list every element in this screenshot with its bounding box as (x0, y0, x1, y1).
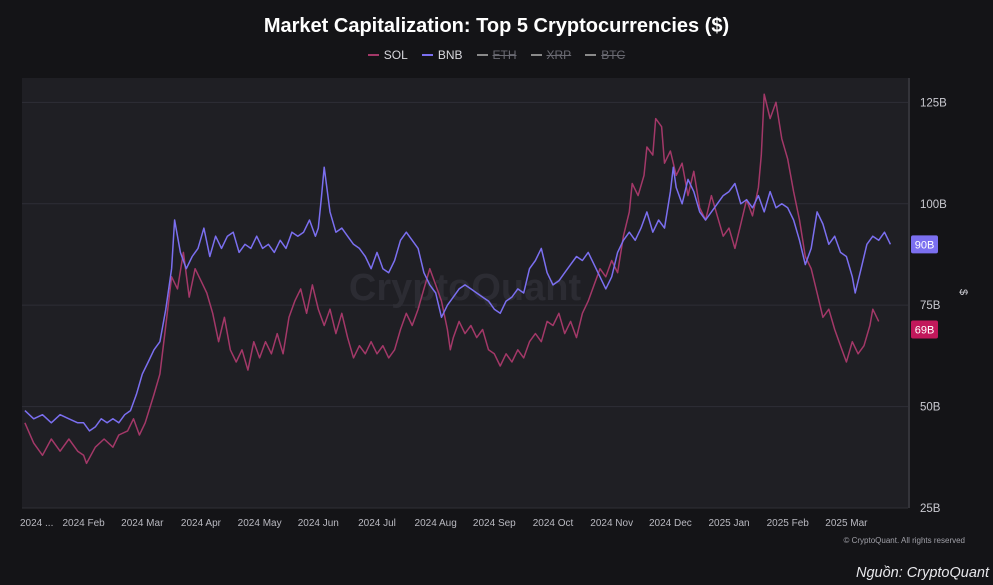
y-tick-label: 125B (920, 97, 947, 109)
copyright-text: © CryptoQuant. All rights reserved (844, 536, 966, 545)
legend-swatch (421, 54, 433, 56)
x-tick-label: 2024 Apr (181, 518, 222, 529)
x-tick-label: 2024 Mar (121, 518, 164, 529)
legend-swatch (476, 54, 488, 56)
x-tick-label: 2024 May (238, 518, 282, 529)
end-value-badge-bg (911, 235, 938, 254)
x-tick-label: 2025 Mar (825, 518, 868, 529)
legend-label: BTC (601, 48, 626, 62)
y-tick-label: 50B (920, 402, 941, 414)
x-tick-label: 2024 Nov (590, 518, 633, 529)
y-tick-label: 100B (920, 199, 947, 211)
x-tick-label: 2024 Jun (298, 518, 339, 529)
y-axis-label: $ (957, 289, 969, 295)
end-value-badge-bg (911, 320, 938, 339)
legend-label: SOL (383, 48, 408, 62)
legend-swatch (367, 54, 379, 56)
legend: SOL BNB ETH XRP BTC (0, 48, 993, 62)
x-tick-label: 2024 Sep (473, 518, 516, 529)
legend-item-xrp[interactable]: XRP (530, 48, 572, 62)
y-tick-label: 75B (920, 300, 941, 312)
end-value-badge-sol: 69B (911, 320, 938, 339)
legend-label: XRP (546, 48, 572, 62)
legend-item-eth[interactable]: ETH (476, 48, 517, 62)
x-tick-label: 2025 Feb (767, 518, 810, 529)
source-note: Nguồn: CryptoQuant (856, 565, 989, 581)
x-tick-label: 2025 Jan (708, 518, 749, 529)
x-tick-label: 2024 Feb (62, 518, 105, 529)
x-tick-label: 2024 Dec (649, 518, 692, 529)
y-tick-label: 25B (920, 503, 941, 515)
x-tick-label: 2024 ... (20, 518, 53, 529)
legend-item-sol[interactable]: SOL (367, 48, 408, 62)
watermark: CryptoQuant (349, 267, 582, 309)
legend-label: ETH (492, 48, 517, 62)
legend-swatch (530, 54, 542, 56)
legend-label: BNB (437, 48, 463, 62)
series-line-sol (24, 93, 880, 465)
x-tick-label: 2024 Jul (358, 518, 396, 529)
x-tick-label: 2024 Oct (533, 518, 574, 529)
legend-item-bnb[interactable]: BNB (421, 48, 463, 62)
end-value-label: 90B (915, 239, 935, 251)
end-value-badge-bnb: 90B (911, 235, 938, 254)
series-line-bnb (24, 166, 892, 432)
legend-item-btc[interactable]: BTC (585, 48, 625, 62)
x-tick-label: 2024 Aug (415, 518, 457, 529)
chart-title: Market Capitalization: Top 5 Cryptocurre… (263, 15, 730, 37)
end-value-label: 69B (915, 325, 935, 337)
legend-swatch (585, 54, 597, 56)
